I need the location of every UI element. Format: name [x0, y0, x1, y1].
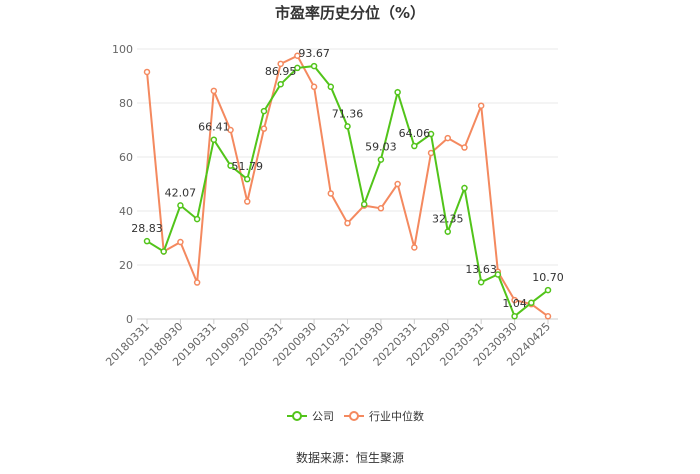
data-label: 71.36 [332, 107, 364, 120]
data-point[interactable] [227, 162, 234, 169]
data-label: 1.04 [502, 297, 527, 310]
data-label: 66.41 [198, 121, 230, 134]
data-point[interactable] [260, 107, 268, 115]
data-point[interactable] [210, 136, 218, 143]
chart-title: 市盈率历史分位（%） [275, 4, 425, 22]
data-point[interactable] [277, 60, 284, 68]
data-point[interactable] [310, 62, 318, 70]
data-point[interactable] [461, 184, 468, 192]
data-point[interactable] [177, 202, 184, 209]
data-label: 51.79 [232, 160, 264, 173]
data-point[interactable] [394, 88, 401, 96]
data-point[interactable] [461, 144, 468, 151]
data-point[interactable] [344, 219, 351, 227]
data-label: 28.83 [131, 222, 163, 235]
data-point[interactable] [294, 64, 301, 72]
legend-label-industry: 行业中位数 [369, 409, 424, 423]
series-company-line [146, 65, 549, 318]
data-point[interactable] [294, 52, 301, 59]
legend-item-company[interactable]: 公司 [287, 410, 334, 423]
data-label: 59.03 [365, 141, 397, 154]
data-point[interactable] [244, 198, 251, 205]
data-point[interactable] [244, 175, 251, 183]
y-axis: 0 20 40 60 80 100 [112, 43, 133, 326]
data-point[interactable] [377, 156, 385, 163]
data-point[interactable] [494, 271, 502, 278]
data-point[interactable] [511, 312, 518, 320]
legend[interactable]: 公司 行业中位数 [287, 409, 424, 423]
data-point[interactable] [227, 126, 234, 134]
data-point[interactable] [544, 313, 552, 320]
y-tick-label: 20 [119, 259, 133, 272]
data-point[interactable] [193, 215, 201, 223]
data-label: 42.07 [165, 186, 197, 199]
legend-label-company: 公司 [312, 410, 334, 423]
data-point[interactable] [210, 87, 218, 95]
data-label: 64.06 [399, 127, 431, 140]
x-axis: 2018033120180930201903312019093020200331… [103, 319, 553, 369]
data-point[interactable] [310, 83, 318, 91]
data-point[interactable] [411, 142, 418, 150]
data-point[interactable] [260, 125, 268, 132]
series-industry-line [146, 54, 549, 318]
data-point[interactable] [444, 228, 451, 235]
data-source: 数据来源：恒生聚源 [296, 450, 404, 465]
data-point[interactable] [177, 238, 184, 246]
data-point[interactable] [377, 205, 385, 212]
data-point[interactable] [511, 296, 518, 304]
data-point[interactable] [394, 180, 401, 188]
data-point[interactable] [327, 190, 335, 197]
data-point[interactable] [277, 80, 284, 88]
data-point[interactable] [160, 248, 167, 255]
y-tick-label: 0 [126, 313, 133, 326]
data-point[interactable] [427, 149, 435, 157]
series-company [143, 62, 552, 320]
data-point[interactable] [143, 237, 151, 245]
data-label: 93.67 [298, 47, 330, 60]
data-point[interactable] [327, 83, 335, 91]
data-point[interactable] [411, 244, 418, 251]
y-tick-label: 60 [119, 151, 133, 164]
y-tick-label: 80 [119, 97, 133, 110]
data-label: 10.70 [532, 271, 564, 284]
data-point[interactable] [528, 299, 535, 307]
data-label: 32.35 [432, 213, 464, 226]
data-point[interactable] [427, 130, 435, 138]
series-lines [143, 52, 552, 320]
legend-item-industry[interactable]: 行业中位数 [344, 409, 424, 423]
data-point[interactable] [143, 68, 151, 76]
data-point[interactable] [544, 286, 552, 294]
data-point[interactable] [360, 201, 368, 208]
data-point[interactable] [477, 278, 485, 286]
y-tick-label: 40 [119, 205, 133, 218]
grid [137, 48, 558, 320]
data-point[interactable] [193, 279, 201, 286]
y-tick-label: 100 [112, 43, 133, 56]
data-label: 13.63 [465, 263, 497, 276]
data-label: 86.95 [265, 65, 297, 78]
data-point[interactable] [344, 123, 351, 130]
data-point[interactable] [477, 102, 485, 109]
data-point[interactable] [444, 134, 451, 142]
